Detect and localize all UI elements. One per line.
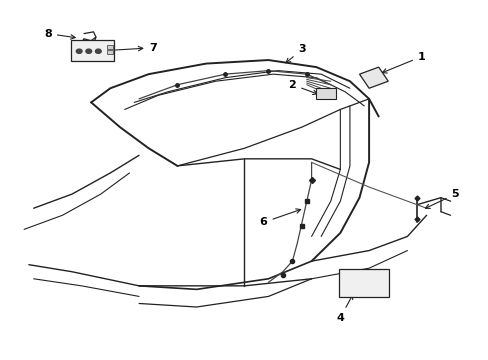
Text: 7: 7: [115, 43, 157, 53]
Text: 4: 4: [336, 295, 352, 323]
Circle shape: [76, 49, 82, 53]
Text: 1: 1: [382, 51, 425, 73]
Circle shape: [95, 49, 101, 53]
Text: 8: 8: [44, 28, 75, 39]
Text: 5: 5: [425, 189, 458, 208]
Text: 2: 2: [288, 80, 317, 94]
Text: 3: 3: [285, 45, 305, 63]
Text: 6: 6: [259, 209, 300, 227]
FancyBboxPatch shape: [107, 45, 113, 49]
Circle shape: [86, 49, 91, 53]
Polygon shape: [359, 67, 387, 88]
FancyBboxPatch shape: [107, 50, 113, 54]
FancyBboxPatch shape: [339, 269, 388, 297]
FancyBboxPatch shape: [71, 40, 113, 61]
FancyBboxPatch shape: [315, 88, 335, 99]
